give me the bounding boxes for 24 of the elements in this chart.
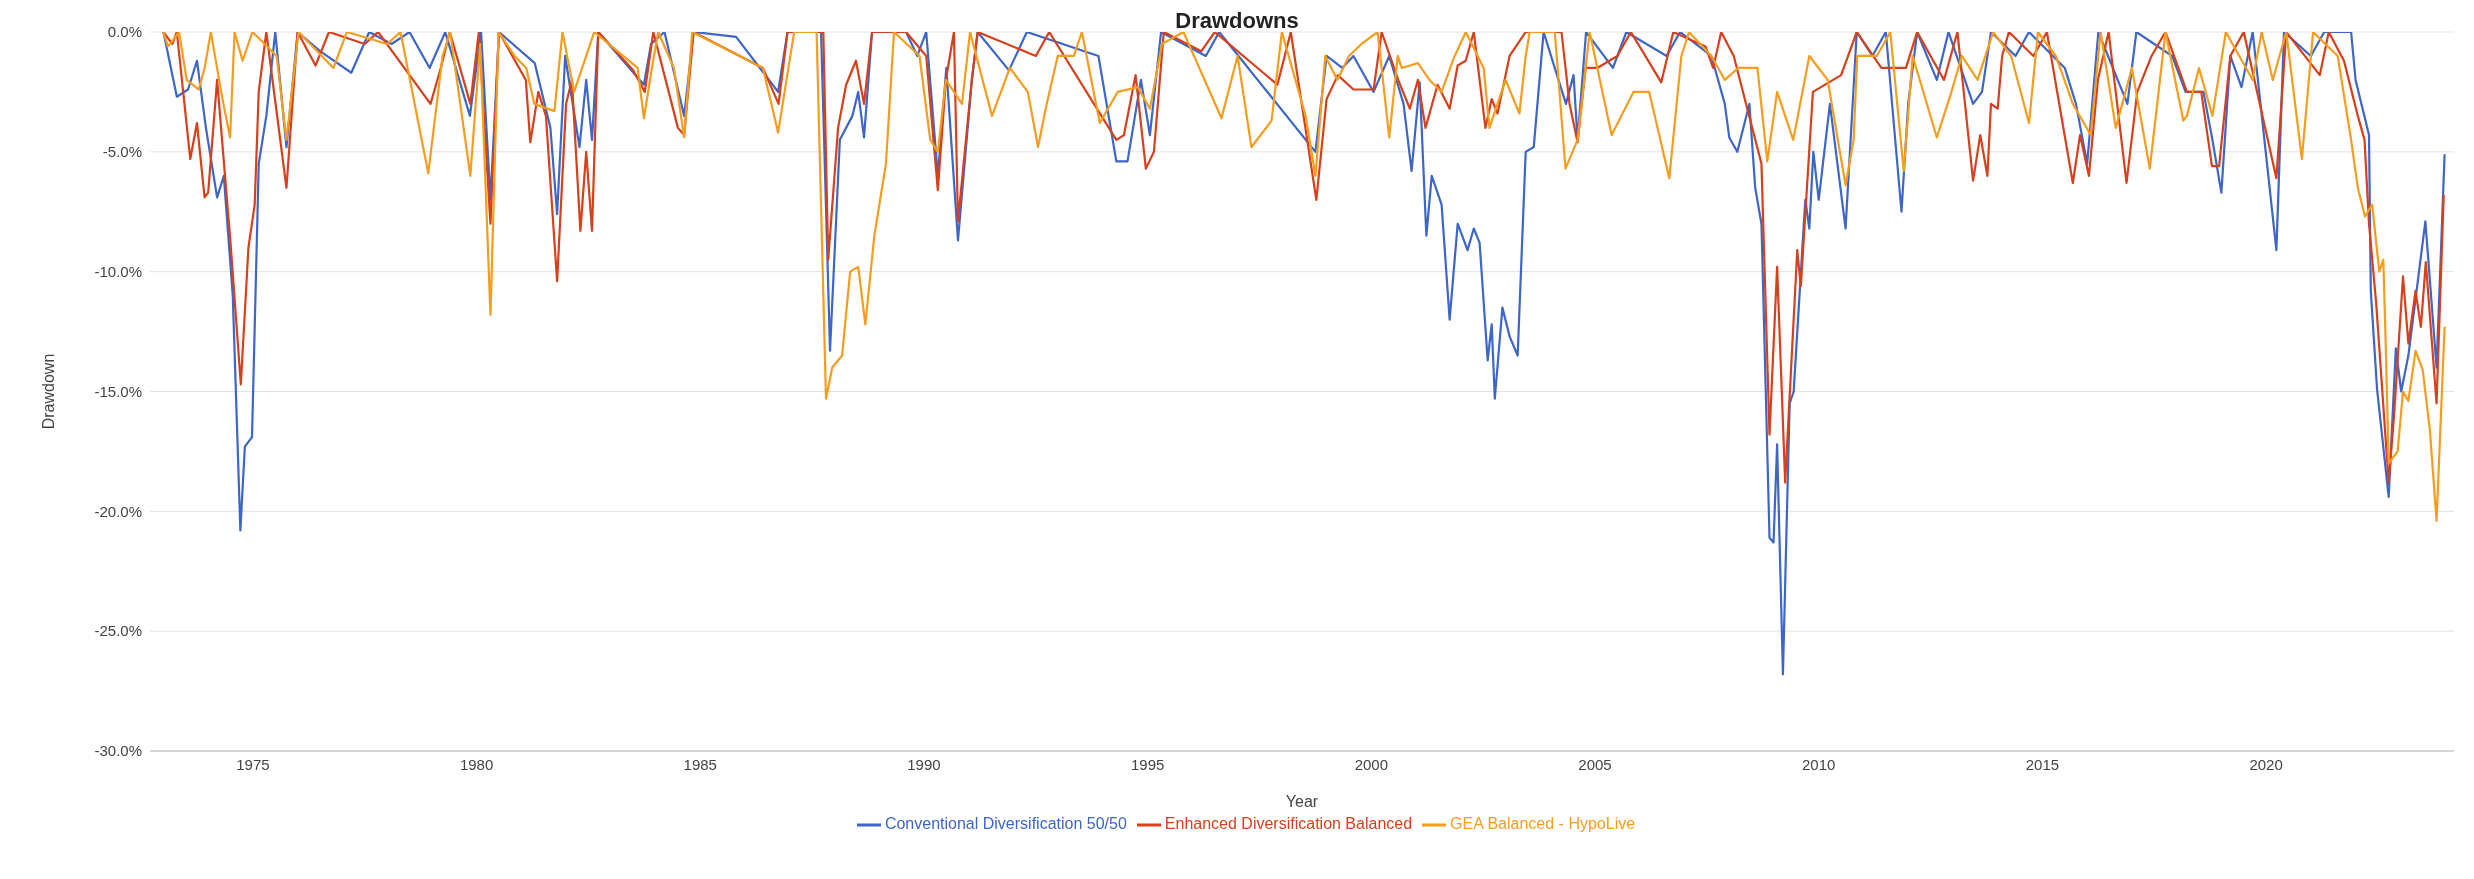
x-tick-label: 1980 [459,755,494,773]
y-tick-label: -15.0% [94,382,142,400]
y-tick-label: -30.0% [94,742,142,760]
x-axis-title: Year [1285,793,1319,810]
x-tick-label: 1995 [1130,755,1165,773]
legend-label: Enhanced Diversification Balanced [1164,815,1413,833]
y-axis-title: Drawdown [39,353,57,430]
legend-label: GEA Balanced - HypoLive [1450,815,1636,833]
x-tick-label: 1975 [236,755,270,773]
x-tick-label: 2020 [2249,755,2283,773]
y-tick-label: -20.0% [94,502,142,520]
x-tick-label: 2005 [1578,755,1612,773]
x-tick-label: 1990 [907,755,941,773]
x-tick-label: 2010 [1802,755,1836,773]
y-tick-label: -25.0% [94,622,142,640]
y-tick-label: -5.0% [102,143,142,161]
chart-title: Drawdowns [1175,8,1299,33]
x-tick-label: 2000 [1354,755,1389,773]
x-tick-label: 2015 [2025,755,2060,773]
x-tick-label: 1985 [683,755,717,773]
legend-label: Conventional Diversification 50/50 [884,815,1127,833]
line-series [162,32,2446,676]
y-tick-label: 0.0% [107,23,142,41]
y-tick-label: -10.0% [94,262,142,280]
